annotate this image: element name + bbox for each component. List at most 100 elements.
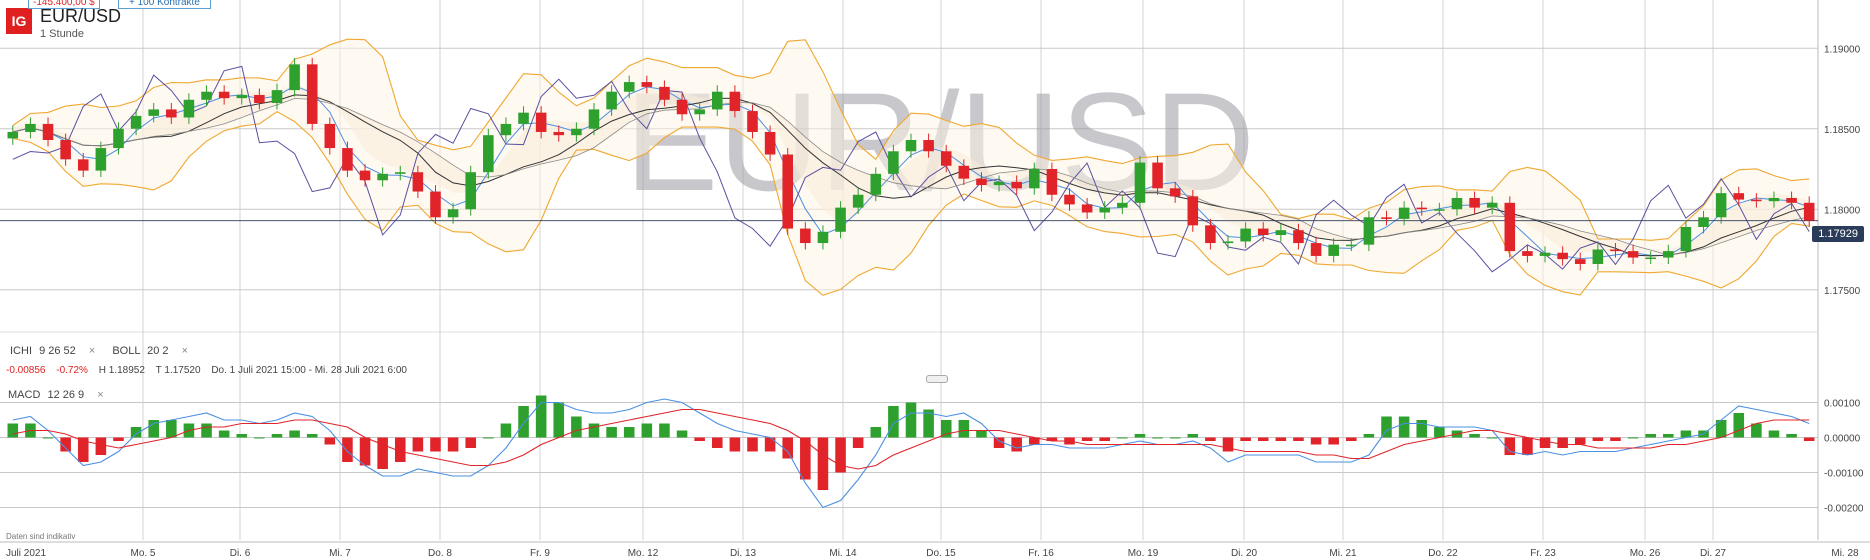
candle-body <box>113 128 124 149</box>
boll-label: BOLL <box>112 345 141 357</box>
panel-resize-handle[interactable] <box>926 375 948 383</box>
candle-body <box>430 191 441 218</box>
macd-histogram-bar <box>835 437 846 473</box>
macd-histogram-bar <box>1733 413 1745 438</box>
candle-body <box>289 64 300 91</box>
candle-body <box>1733 193 1745 200</box>
candle-body <box>817 231 829 244</box>
x-axis-label: Mi. 7 <box>329 548 351 559</box>
macd-histogram-bar <box>1504 437 1516 455</box>
macd-histogram-bar <box>447 437 459 452</box>
candle-body <box>1504 202 1516 252</box>
macd-histogram-bar <box>1522 437 1533 455</box>
macd-histogram-bar <box>1134 434 1146 438</box>
macd-histogram-bar <box>1469 434 1480 438</box>
high-value: H 1.18952 <box>98 365 145 376</box>
candle-body <box>641 82 653 87</box>
macd-histogram-bar <box>324 437 336 445</box>
signal-line <box>12 408 1810 470</box>
macd-tick-label: -0.00200 <box>1824 504 1864 515</box>
x-axis-label: Mi. 21 <box>1329 548 1357 559</box>
macd-histogram-bar <box>1346 437 1357 441</box>
macd-histogram-bar <box>500 423 512 438</box>
candle-body <box>1081 204 1093 213</box>
macd-histogram-bar <box>817 437 829 490</box>
macd-histogram-bar <box>1011 437 1022 452</box>
candle-body <box>183 99 195 118</box>
candle-body <box>377 173 388 181</box>
x-axis-label: Mi. 14 <box>829 548 857 559</box>
candle-body <box>835 207 846 232</box>
ig-logo: IG <box>6 8 32 34</box>
candle-body <box>1346 244 1357 247</box>
candle-body <box>500 123 512 136</box>
remove-ichi-icon[interactable]: × <box>88 345 96 357</box>
candle-body <box>1381 217 1392 219</box>
macd-histogram-bar <box>306 434 318 438</box>
macd-histogram-bar <box>1786 434 1797 438</box>
change-value: -0.00856 <box>6 365 46 376</box>
macd-histogram-bar <box>1275 437 1287 441</box>
macd-histogram-bar <box>535 395 547 438</box>
macd-histogram-bar <box>218 430 230 438</box>
macd-histogram-bar <box>1680 430 1692 438</box>
macd-histogram-bar <box>7 423 19 438</box>
macd-histogram-bar <box>1751 423 1762 438</box>
candle-body <box>1064 194 1075 205</box>
chart-axes: 1.19000 1.18500 1.18000 1.17500 0.00100 0.000… <box>6 44 1864 559</box>
x-axis-label: Di. 27 <box>1700 548 1727 559</box>
macd-histogram-bar <box>483 437 494 439</box>
candle-body <box>148 109 159 116</box>
candle-body <box>7 131 19 139</box>
macd-histogram-bar <box>800 437 811 480</box>
x-axis-label: Mo. 12 <box>628 548 659 559</box>
candle-body <box>1574 259 1586 264</box>
remove-boll-icon[interactable]: × <box>181 345 189 357</box>
candle-body <box>95 148 107 171</box>
macd-label: MACD <box>8 389 41 401</box>
candle-body <box>1011 181 1022 189</box>
macd-histogram-bar <box>606 427 617 438</box>
macd-histogram-bar <box>1240 437 1251 441</box>
x-axis-label: Fr. 16 <box>1028 548 1054 559</box>
candle-body <box>571 128 582 136</box>
macd-histogram-bar <box>518 406 529 438</box>
macd-histogram-bar <box>1222 437 1234 452</box>
low-value: T 1.17520 <box>155 365 201 376</box>
candle-body <box>923 140 934 152</box>
candle-body <box>606 91 617 110</box>
candle-body <box>1522 251 1533 256</box>
macd-line <box>12 398 1810 509</box>
macd-histogram-bar <box>1028 437 1040 445</box>
macd-histogram-bar <box>1416 420 1428 438</box>
candle-body <box>77 159 89 171</box>
candle-body <box>764 131 776 155</box>
candle-body <box>1293 230 1304 244</box>
macd-histogram-bar <box>1539 437 1551 448</box>
macd-histogram-bar <box>77 437 89 462</box>
x-axis-label: Mo. 26 <box>1630 548 1661 559</box>
macd-histogram-bar <box>870 427 882 438</box>
macd-histogram-bar <box>623 427 635 438</box>
candle-body <box>659 86 670 100</box>
candle-body <box>1205 225 1216 244</box>
position-value[interactable]: -145.400,00 $ <box>28 0 100 9</box>
macd-histogram-bar <box>148 420 159 438</box>
candle-body <box>694 109 705 115</box>
macd-histogram-bar <box>113 437 124 441</box>
candle-body <box>518 112 529 124</box>
macd-histogram-bar <box>130 427 142 438</box>
macd-histogram-bar <box>729 437 741 452</box>
remove-macd-icon[interactable]: × <box>97 389 104 401</box>
macd-histogram-bar <box>1293 437 1304 441</box>
candle-body <box>588 109 600 129</box>
candle-body <box>958 165 970 179</box>
contracts-button[interactable]: + 100 Kontrakte <box>118 0 211 9</box>
x-axis-label: Di. 13 <box>730 548 757 559</box>
macd-histogram-bar <box>1363 434 1375 438</box>
macd-histogram-bar <box>201 423 212 438</box>
candle-body <box>747 111 758 132</box>
macd-histogram-bar <box>1398 416 1410 438</box>
candle-body <box>465 172 476 210</box>
